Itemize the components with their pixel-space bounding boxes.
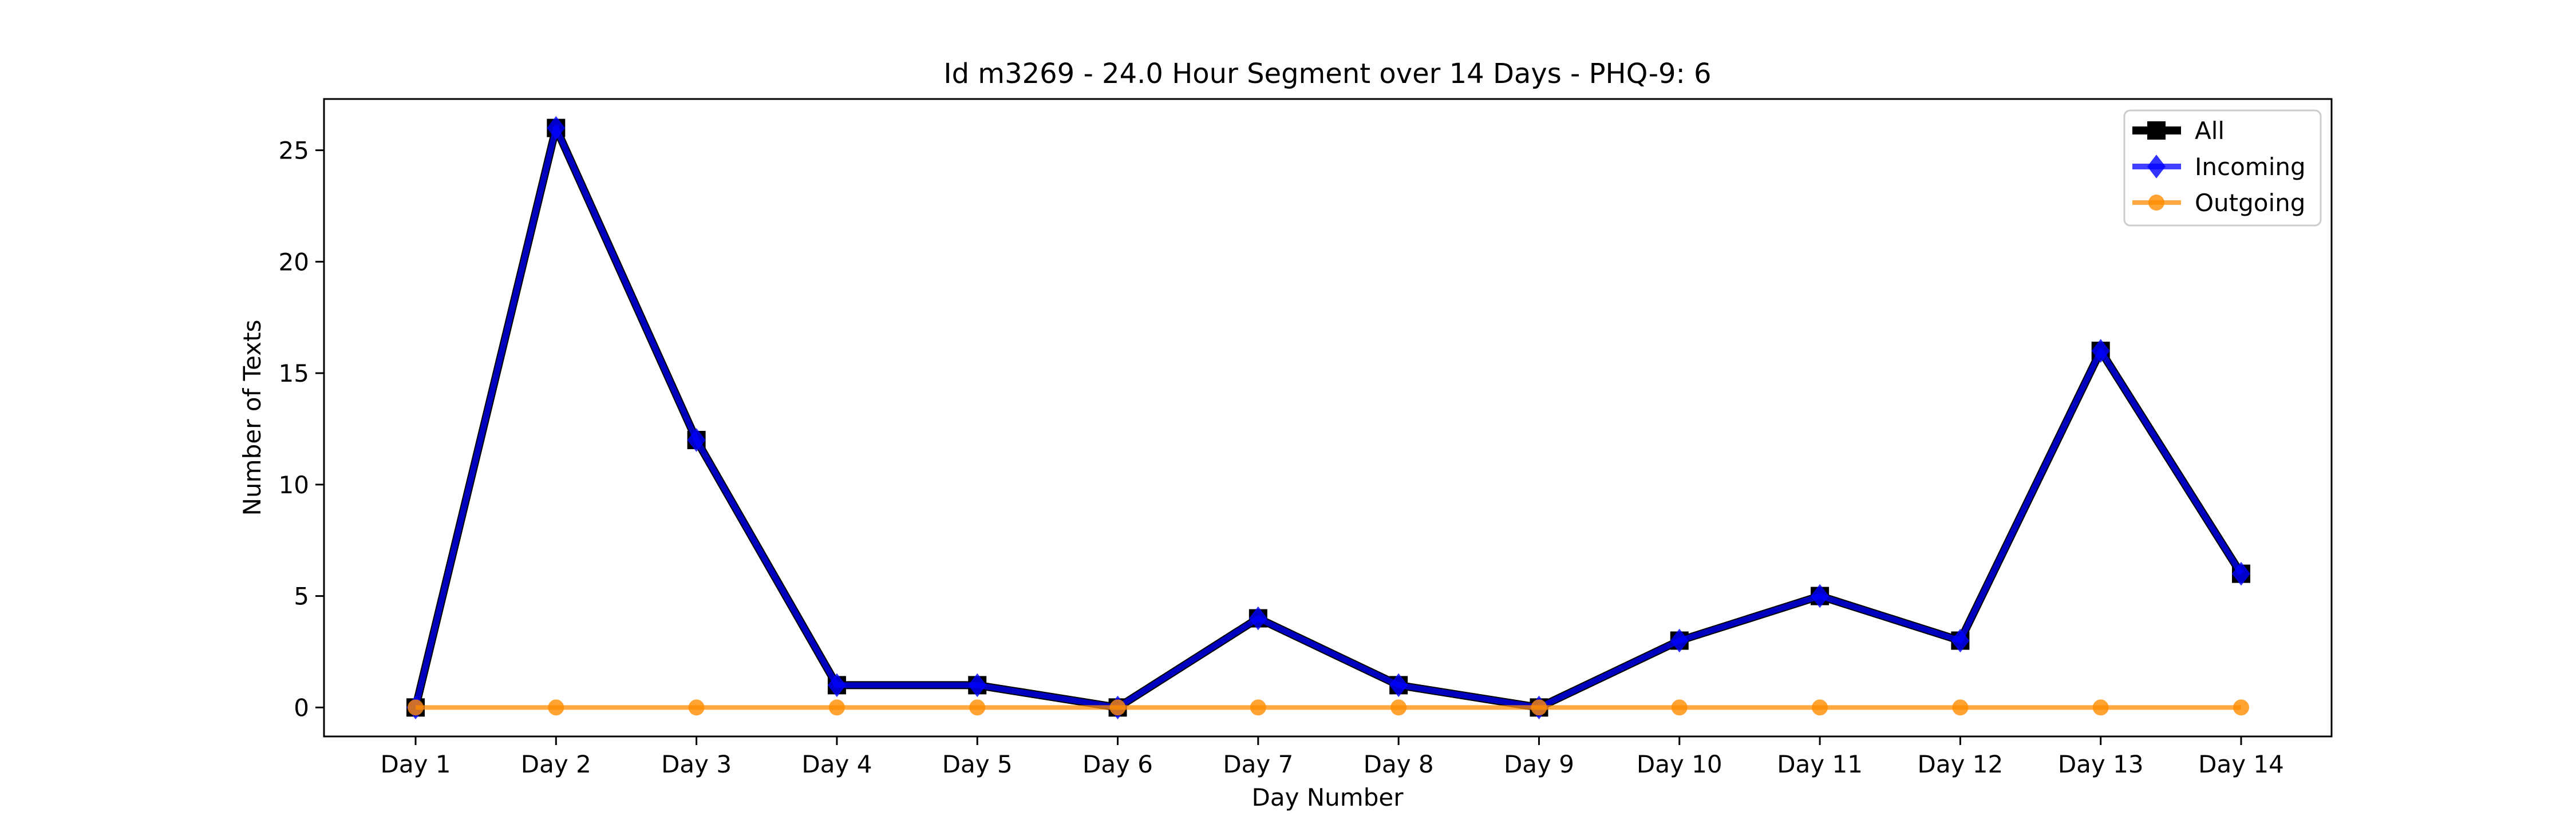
legend-entry-incoming: Incoming <box>2132 153 2306 181</box>
x-tick-label: Day 4 <box>801 750 872 778</box>
data-point-incoming <box>1389 673 1408 698</box>
data-point-outgoing <box>408 699 424 716</box>
y-tick-label: 20 <box>279 248 309 276</box>
data-point-outgoing <box>1952 699 1969 716</box>
x-tick-label: Day 14 <box>2198 750 2284 778</box>
y-tick-label: 0 <box>294 694 309 722</box>
data-point-incoming <box>1670 628 1689 653</box>
data-point-incoming <box>827 673 846 698</box>
x-tick-label: Day 2 <box>521 750 591 778</box>
data-point-incoming <box>968 673 987 698</box>
legend-box <box>2123 109 2322 227</box>
data-point-incoming <box>1811 584 1830 608</box>
legend-entry-all: All <box>2132 117 2225 145</box>
x-tick-label: Day 8 <box>1364 750 1434 778</box>
data-point-outgoing <box>548 699 564 716</box>
data-point-outgoing <box>2233 699 2249 716</box>
data-point-outgoing <box>969 699 986 716</box>
y-axis-ticks: 0 5 10 15 20 25 <box>279 137 324 722</box>
series-layer <box>406 116 2250 720</box>
chart-title: Id m3269 - 24.0 Hour Segment over 14 Day… <box>943 58 1711 90</box>
legend-entry-outgoing: Outgoing <box>2132 189 2305 217</box>
y-axis-label: Number of Texts <box>238 320 266 516</box>
series-all <box>406 118 2250 717</box>
x-tick-label: Day 9 <box>1504 750 1574 778</box>
x-axis-ticks: Day 1 Day 2 Day 3 Day 4 Day 5 Day 6 Day 7 Day 8… <box>380 736 2284 778</box>
y-tick-label: 25 <box>279 137 309 165</box>
data-point-incoming <box>687 428 706 452</box>
x-tick-label: Day 11 <box>1777 750 1863 778</box>
data-point-outgoing <box>2092 699 2109 716</box>
data-point-outgoing <box>828 699 845 716</box>
y-tick-label: 10 <box>279 471 309 499</box>
legend-marker-incoming <box>2147 154 2166 179</box>
x-tick-label: Day 3 <box>661 750 732 778</box>
x-tick-label: Day 13 <box>2058 750 2144 778</box>
series-line-incoming <box>413 125 2244 711</box>
x-tick-label: Day 10 <box>1637 750 1722 778</box>
x-axis-label: Day Number <box>1251 783 1404 811</box>
y-tick-label: 15 <box>279 359 309 387</box>
data-point-outgoing <box>688 699 705 716</box>
data-point-incoming <box>2232 561 2250 586</box>
x-tick-label: Day 12 <box>1918 750 2004 778</box>
legend-marker-outgoing <box>2148 195 2164 211</box>
data-point-outgoing <box>1671 699 1688 716</box>
legend-label-all: All <box>2195 117 2225 145</box>
legend: All Incoming Outgoing <box>2123 109 2322 227</box>
legend-label-outgoing: Outgoing <box>2195 189 2305 217</box>
legend-marker-all <box>2147 121 2166 140</box>
data-point-outgoing <box>1812 699 1828 716</box>
legend-label-incoming: Incoming <box>2195 153 2306 181</box>
y-tick-label: 5 <box>294 583 309 611</box>
x-tick-label: Day 6 <box>1082 750 1153 778</box>
data-point-outgoing <box>1390 699 1407 716</box>
data-point-incoming <box>547 116 566 140</box>
series-outgoing <box>408 699 2249 716</box>
data-point-outgoing <box>1250 699 1266 716</box>
data-point-outgoing <box>1531 699 1547 716</box>
data-point-incoming <box>2091 339 2110 363</box>
x-tick-label: Day 1 <box>380 750 451 778</box>
x-tick-label: Day 7 <box>1223 750 1293 778</box>
x-tick-label: Day 5 <box>942 750 1013 778</box>
plot-area <box>323 98 2333 738</box>
data-point-incoming <box>1951 628 1970 653</box>
data-point-incoming <box>1249 606 1267 631</box>
data-point-outgoing <box>1109 699 1126 716</box>
